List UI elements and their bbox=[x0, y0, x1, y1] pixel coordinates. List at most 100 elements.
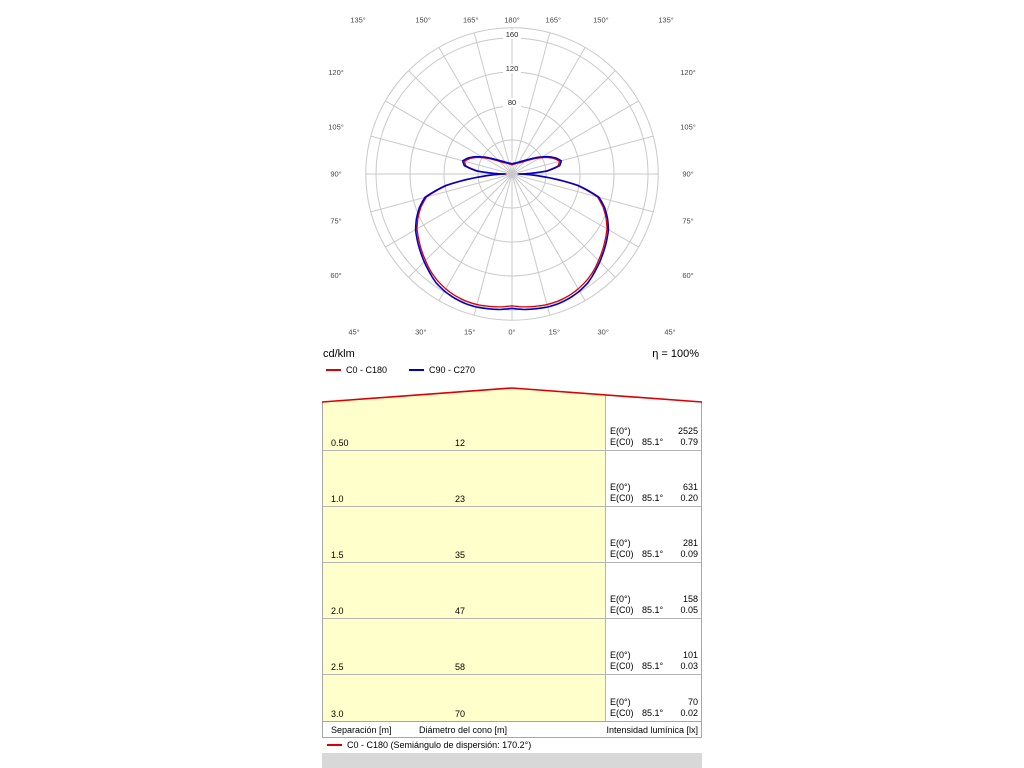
ec0-value: 0.09 bbox=[680, 549, 698, 559]
ec0-angle: 85.1° bbox=[642, 437, 664, 447]
polar-grid-spoke bbox=[370, 135, 513, 175]
polar-radial-tick-label: 160 bbox=[506, 30, 519, 39]
e0-value: 631 bbox=[682, 482, 698, 492]
light-cone-diagram: 0.50 12 E(0°) 2525 E(C0) 85.1° 0.79 1.0 23 E(0°) 6… bbox=[322, 386, 702, 752]
polar-legend-item-0: C0 - C180 bbox=[326, 365, 387, 375]
legend-line bbox=[409, 369, 425, 371]
e0-label: E(0°) bbox=[610, 482, 631, 492]
ec0-angle: 85.1° bbox=[642, 549, 664, 559]
cone-diameter-value: 12 bbox=[455, 438, 466, 448]
separation-value: 1.5 bbox=[331, 550, 344, 560]
ec0-label: E(C0) bbox=[610, 708, 634, 718]
polar-angle-label: 45° bbox=[348, 328, 359, 337]
e0-value: 158 bbox=[682, 594, 698, 604]
cone-distance-cell: 2.0 47 bbox=[323, 563, 606, 618]
polar-angle-label: 150° bbox=[415, 16, 431, 25]
ec0-angle: 85.1° bbox=[642, 493, 664, 503]
ec0-line: E(C0) 85.1° 0.79 bbox=[610, 437, 698, 448]
polar-angle-label: 60° bbox=[330, 271, 341, 280]
tick-label-bg bbox=[503, 30, 521, 39]
illuminance-cell: E(0°) 631 E(C0) 85.1° 0.20 bbox=[606, 451, 700, 506]
polar-angle-label: 60° bbox=[682, 271, 693, 280]
polar-angle-label: 105° bbox=[680, 122, 696, 131]
legend-label: C0 - C180 bbox=[346, 365, 388, 375]
polar-angle-label: 15° bbox=[549, 328, 560, 337]
cone-diameter-value: 23 bbox=[455, 494, 466, 504]
e0-label: E(0°) bbox=[610, 426, 631, 436]
e0-label: E(0°) bbox=[610, 697, 631, 707]
polar-grid-spoke bbox=[511, 173, 639, 248]
polar-grid-spoke bbox=[511, 135, 654, 175]
polar-radial-tick-label: 80 bbox=[508, 98, 516, 107]
illuminance-cell: E(0°) 70 E(C0) 85.1° 0.02 bbox=[606, 675, 700, 721]
cone-distance-cell: 1.5 35 bbox=[323, 507, 606, 562]
e0-value: 70 bbox=[687, 697, 698, 707]
efficiency-label: η = 100% bbox=[652, 348, 699, 360]
e0-label: E(0°) bbox=[610, 538, 631, 548]
polar-angle-label: 180° bbox=[504, 16, 520, 25]
footer-intensity-label: Intensidad lumínica [lx] bbox=[606, 724, 698, 735]
polar-angle-label: 90° bbox=[330, 170, 341, 179]
cone-row-3: 2.0 47 E(0°) 158 E(C0) 85.1° 0.05 bbox=[323, 562, 701, 618]
e0-value: 2525 bbox=[677, 426, 698, 436]
polar-unit-label: cd/klm bbox=[323, 348, 355, 360]
polar-legend: C0 - C180 C90 - C270 bbox=[322, 362, 702, 378]
separation-value: 0.50 bbox=[331, 438, 349, 448]
footer-diameter-label: Diámetro del cono [m] bbox=[419, 724, 508, 735]
polar-grid-spoke bbox=[370, 173, 513, 213]
cone-diameter-value: 35 bbox=[455, 550, 466, 560]
e0-spacer bbox=[642, 426, 670, 437]
polar-grid-spoke bbox=[511, 70, 616, 175]
separation-value: 2.0 bbox=[331, 606, 344, 616]
ec0-line: E(C0) 85.1° 0.09 bbox=[610, 549, 698, 560]
polar-legend-item-1: C90 - C270 bbox=[409, 365, 475, 375]
e0-spacer bbox=[642, 538, 670, 549]
e0-line: E(0°) 158 bbox=[610, 594, 698, 605]
ec0-angle: 85.1° bbox=[642, 605, 664, 615]
separation-value: 2.5 bbox=[331, 662, 344, 672]
cone-footer: Separación [m] Diámetro del cono [m] Int… bbox=[322, 722, 702, 738]
cone-diameter-value: 70 bbox=[455, 709, 466, 719]
polar-grid-spoke bbox=[438, 173, 513, 301]
e0-spacer bbox=[642, 482, 670, 493]
footer-separation-label: Separación [m] bbox=[331, 724, 392, 735]
polar-grid-spoke bbox=[511, 173, 551, 316]
e0-line: E(0°) 631 bbox=[610, 482, 698, 493]
polar-angle-label: 30° bbox=[415, 328, 426, 337]
polar-angle-label: 150° bbox=[593, 16, 609, 25]
polar-angle-label: 0° bbox=[508, 328, 515, 337]
polar-grid-spoke bbox=[408, 70, 513, 175]
tick-label-bg bbox=[503, 98, 521, 107]
polar-angle-label: 75° bbox=[682, 217, 693, 226]
polar-angle-label: 135° bbox=[350, 16, 366, 25]
polar-angle-label: 120° bbox=[328, 68, 344, 77]
tick-label-bg bbox=[503, 64, 521, 73]
cone-distance-cell: 3.0 70 bbox=[323, 675, 606, 721]
e0-spacer bbox=[642, 594, 670, 605]
polar-angle-label: 90° bbox=[682, 170, 693, 179]
ec0-value: 0.02 bbox=[680, 708, 698, 718]
cone-distance-cell: 2.5 58 bbox=[323, 619, 606, 674]
ec0-value: 0.20 bbox=[680, 493, 698, 503]
polar-intensity-diagram: 0° 15° 15° 30° 30° 45° 45° 60° 60° 75° 75° 90° 90° 10… bbox=[322, 4, 702, 346]
e0-spacer bbox=[642, 697, 670, 708]
polar-grid-spoke bbox=[473, 32, 513, 175]
polar-angle-label: 75° bbox=[330, 217, 341, 226]
cone-row-2: 1.5 35 E(0°) 281 E(C0) 85.1° 0.09 bbox=[323, 506, 701, 562]
e0-value: 101 bbox=[682, 650, 698, 660]
e0-label: E(0°) bbox=[610, 650, 631, 660]
legend-line bbox=[326, 369, 341, 371]
ec0-line: E(C0) 85.1° 0.03 bbox=[610, 661, 698, 672]
curve-C90-C270 bbox=[414, 155, 610, 311]
ec0-value: 0.03 bbox=[680, 661, 698, 671]
polar-grid-spoke bbox=[385, 173, 513, 248]
e0-spacer bbox=[642, 650, 670, 661]
ec0-label: E(C0) bbox=[610, 549, 634, 559]
cone-rows: 0.50 12 E(0°) 2525 E(C0) 85.1° 0.79 1.0 23 E(0°) 6… bbox=[322, 386, 702, 722]
illuminance-cell: E(0°) 158 E(C0) 85.1° 0.05 bbox=[606, 563, 700, 618]
bottom-gray-bar bbox=[322, 753, 702, 768]
polar-grid-spoke bbox=[473, 173, 513, 316]
e0-value: 281 bbox=[682, 538, 698, 548]
polar-grid-spoke bbox=[511, 173, 654, 213]
cone-row-1: 1.0 23 E(0°) 631 E(C0) 85.1° 0.20 bbox=[323, 450, 701, 506]
